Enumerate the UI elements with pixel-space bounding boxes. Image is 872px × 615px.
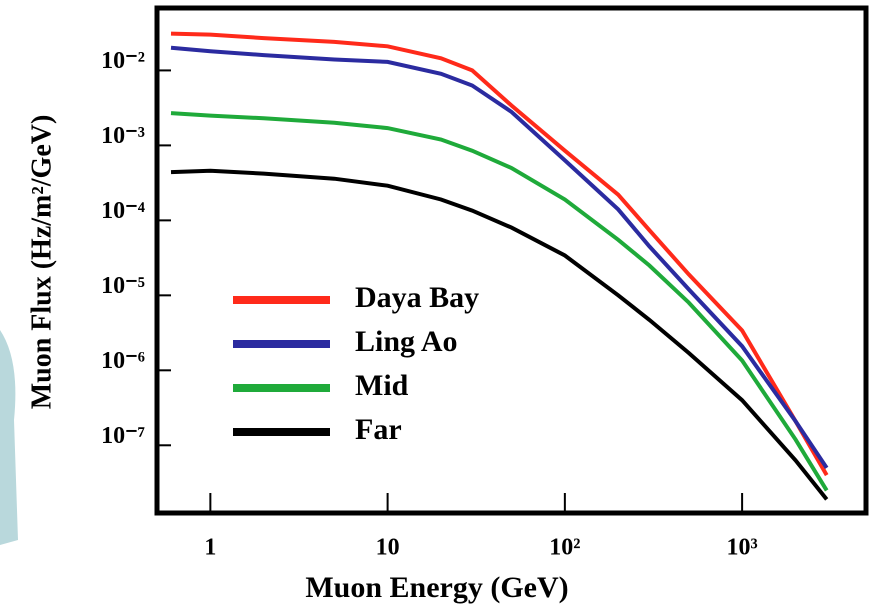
plot-frame [154,5,869,516]
y-tick-label: 10⁻⁶ [101,348,145,374]
y-axis-title: Muon Flux (Hz/m²/GeV) [26,115,57,410]
y-tick-label: 10⁻⁴ [101,198,145,224]
legend-label: Ling Ao [355,325,458,358]
legend-label: Daya Bay [355,281,479,314]
x-tick-label: 10³ [727,535,758,561]
y-tick-label: 10⁻³ [101,123,145,149]
series-line [170,45,829,470]
series-line [170,111,829,492]
legend-label: Far [355,413,402,446]
y-tick-label: 10⁻⁷ [101,423,145,449]
series-line [170,31,829,477]
x-tick-label: 10² [549,535,580,561]
x-tick-label: 10 [376,535,400,561]
x-tick-label: 1 [204,535,216,561]
x-axis-title: Muon Energy (GeV) [305,571,568,604]
series-line [170,168,829,501]
legend-label: Mid [355,369,409,402]
y-tick-label: 10⁻² [101,48,145,74]
y-tick-label: 10⁻⁵ [101,273,145,299]
neighbor-figure-fragment [0,330,18,545]
